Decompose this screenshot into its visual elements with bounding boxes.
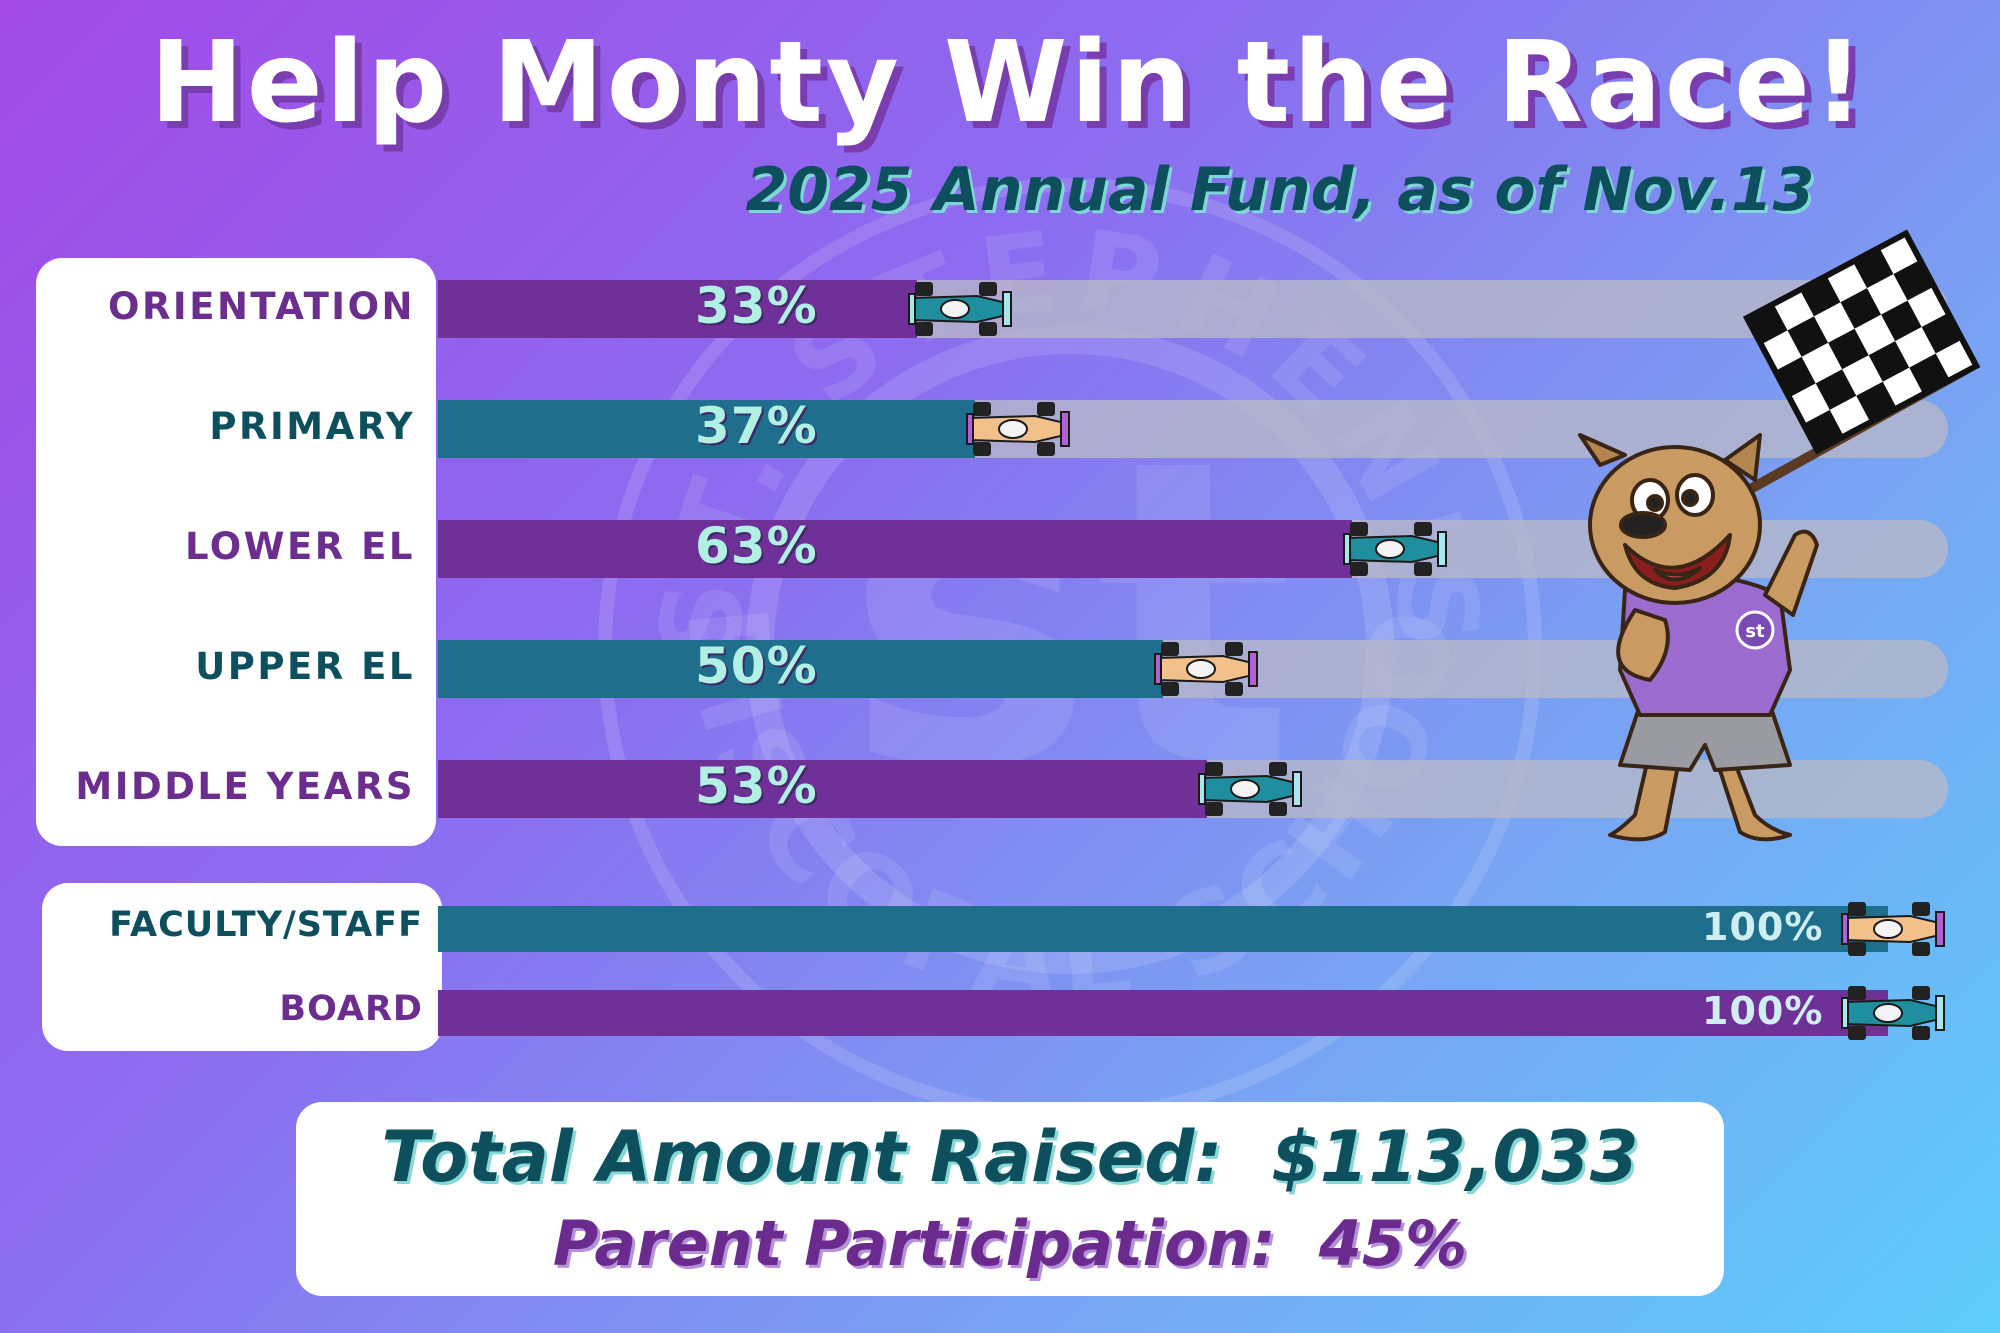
category-label: BOARD	[279, 989, 423, 1029]
progress-bar	[438, 906, 1888, 952]
race-car-icon	[1841, 902, 1945, 956]
percent-label: 50%	[695, 637, 818, 695]
mascot-shirt-badge: st	[1745, 621, 1765, 642]
race-car-icon	[1197, 762, 1302, 816]
percent-label: 100%	[1702, 989, 1824, 1033]
progress-bar	[438, 640, 1163, 698]
checkered-flag-icon	[1740, 229, 1981, 497]
flag-square	[1787, 316, 1829, 357]
race-car-icon	[1154, 642, 1258, 696]
flag-square	[1840, 288, 1882, 329]
parent-participation-value: 45%	[1318, 1207, 1468, 1280]
progress-track	[438, 280, 1948, 338]
flag-square	[1881, 300, 1922, 342]
summary-box: Total Amount Raised: $113,033 Parent Par…	[296, 1102, 1724, 1296]
race-car-icon	[1342, 522, 1447, 576]
percent-label: 33%	[695, 277, 818, 335]
parent-participation-line: Parent Participation: 45%	[296, 1207, 1724, 1280]
progress-track	[438, 906, 1888, 952]
total-raised-line: Total Amount Raised: $113,033	[296, 1116, 1724, 1198]
category-label: MIDDLE YEARS	[75, 765, 415, 808]
progress-bar	[438, 520, 1352, 578]
category-label: LOWER EL	[184, 525, 415, 568]
page-subtitle: 2025 Annual Fund, as of Nov.13	[745, 155, 1815, 225]
flag-square	[1842, 355, 1883, 396]
progress-bar	[438, 760, 1207, 818]
progress-bar	[438, 400, 975, 458]
flag-square	[1828, 328, 1869, 370]
page-title: Help Monty Win the Race!	[150, 18, 1868, 148]
percent-label: 100%	[1702, 905, 1824, 949]
flag-square	[1801, 342, 1843, 384]
total-raised-value: $113,033	[1271, 1116, 1639, 1198]
bulldog-mascot-icon: st	[1578, 433, 1819, 842]
category-label: PRIMARY	[209, 405, 415, 448]
flag-square	[1895, 327, 1936, 368]
category-label: ORIENTATION	[107, 285, 415, 328]
flag-square	[1815, 369, 1857, 410]
flag-square	[1868, 341, 1910, 382]
flag-square	[1867, 274, 1908, 315]
progress-bar	[438, 990, 1888, 1036]
parent-participation-label: Parent Participation:	[552, 1207, 1276, 1280]
race-car-icon	[965, 402, 1070, 456]
flag-square	[1854, 314, 1896, 356]
percent-label: 53%	[695, 757, 818, 815]
percent-label: 63%	[695, 517, 818, 575]
flag-square	[1814, 302, 1855, 343]
category-label-panel	[36, 258, 436, 846]
progress-track	[438, 990, 1888, 1036]
total-raised-label: Total Amount Raised:	[381, 1116, 1223, 1198]
percent-label: 37%	[695, 397, 818, 455]
progress-track	[438, 760, 1948, 818]
category-label: UPPER EL	[195, 645, 415, 688]
category-label: FACULTY/STAFF	[109, 905, 423, 945]
progress-bar	[438, 280, 917, 338]
race-car-icon	[907, 282, 1012, 336]
staff-board-label-panel	[42, 883, 442, 1051]
race-car-icon	[1841, 986, 1945, 1040]
